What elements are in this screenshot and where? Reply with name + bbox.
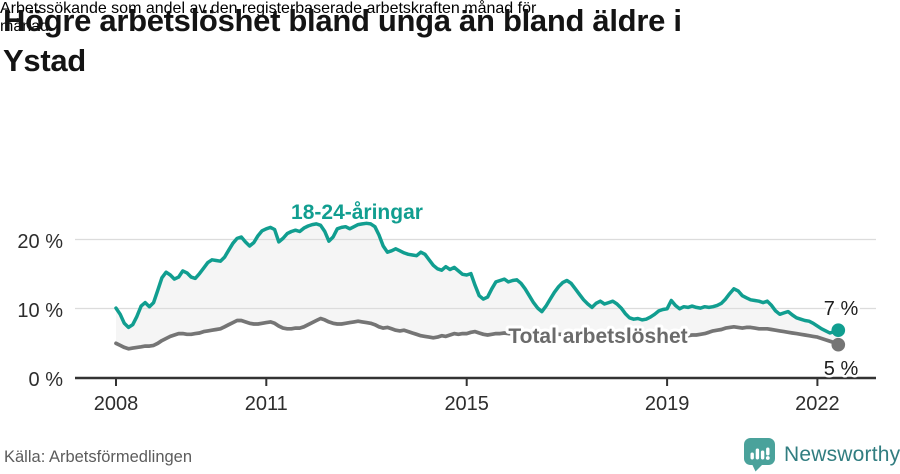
end-label-youth: 7 % (824, 298, 859, 320)
series-label-youth: 18-24-åringar (291, 201, 423, 224)
y-tick-label-10: 10 % (17, 300, 63, 322)
series-label-total: Total arbetslöshet (508, 325, 687, 348)
x-tick-label-2011: 2011 (245, 393, 288, 415)
subtitle-line-1: Arbetssökande som andel av den registerb… (0, 0, 537, 17)
line-total-end-dot (831, 337, 846, 352)
line-total (114, 316, 841, 351)
band-fill-area (116, 223, 839, 349)
title-line-1: Högre arbetslöshet bland unga än bland ä… (3, 3, 682, 38)
x-tick-label-2015: 2015 (444, 393, 489, 415)
line-youth (114, 221, 841, 335)
x-tick-label-2022: 2022 (795, 393, 840, 415)
series-lines (114, 221, 846, 352)
subtitle-line-2: månad. (0, 18, 54, 35)
band-between-series (116, 223, 839, 349)
source-note: Källa: Arbetsförmedlingen (4, 448, 193, 466)
newsworthy-logo: Newsworthy (743, 437, 900, 472)
page-title: Högre arbetslöshet bland unga än bland ä… (3, 1, 897, 81)
end-label-total: 5 % (824, 358, 859, 380)
x-tick-label-2019: 2019 (645, 393, 690, 415)
newsworthy-wordmark: Newsworthy (784, 442, 900, 466)
x-tick-label-2008: 2008 (94, 393, 139, 415)
y-tick-label-20: 20 % (17, 231, 63, 253)
y-tick-label-0: 0 % (29, 369, 64, 391)
line-youth-end-dot (831, 323, 846, 338)
title-line-2: Ystad (3, 43, 86, 78)
newsworthy-bubble-chart-icon (743, 437, 777, 472)
